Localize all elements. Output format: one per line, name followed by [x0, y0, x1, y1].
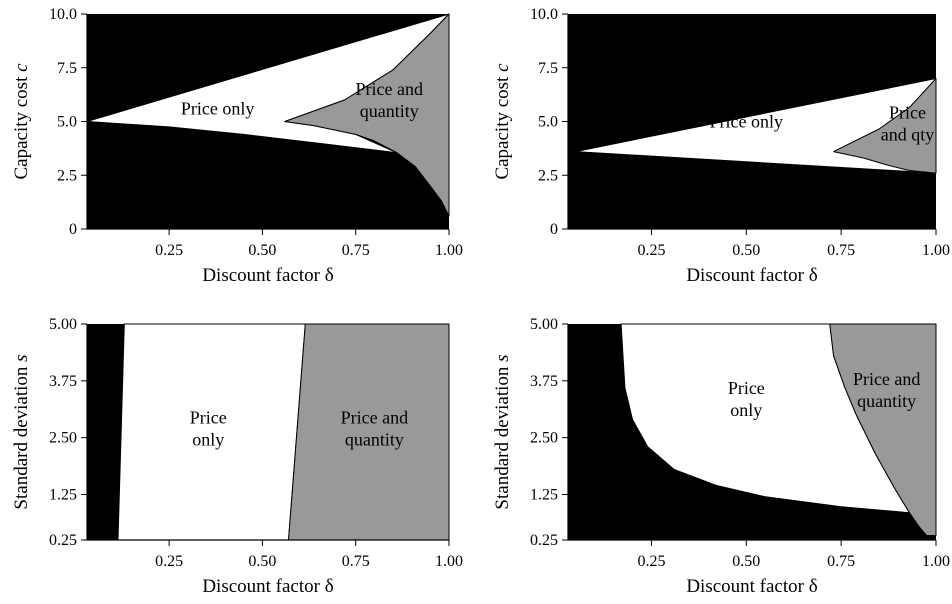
- x-tick-label: 0.50: [248, 242, 276, 259]
- y-axis-label: Standard deviation s: [11, 354, 32, 509]
- x-tick-label: 0.50: [732, 242, 760, 259]
- x-tick-label: 0.25: [155, 553, 183, 570]
- x-axis-label: Discount factor δ: [686, 576, 817, 597]
- y-tick-label: 5.00: [49, 316, 77, 333]
- x-tick-label: 0.25: [155, 242, 183, 259]
- x-tick-label: 1.00: [922, 242, 950, 259]
- region-label: and qty: [881, 125, 935, 145]
- x-tick-label: 0.25: [637, 553, 665, 570]
- region-label: quantity: [360, 101, 419, 121]
- y-tick-label: 7.5: [538, 60, 558, 77]
- y-axis-label-text: Capacity cost: [492, 72, 513, 180]
- region-price-and-quantity: [284, 13, 450, 217]
- region-label: Price only: [710, 112, 784, 132]
- region-label: only: [730, 400, 762, 420]
- x-tick-label: 0.25: [637, 242, 665, 259]
- y-tick-label: 1.25: [530, 487, 558, 504]
- y-tick-label: 2.5: [538, 167, 558, 184]
- region-price-and-quantity: [829, 323, 937, 536]
- region-label: Price: [889, 103, 926, 123]
- y-axis-label-variable: c: [11, 63, 32, 72]
- x-tick-label: 0.75: [342, 242, 370, 259]
- y-tick-label: 3.75: [49, 373, 77, 390]
- region-label: Price only: [181, 99, 255, 119]
- y-axis-label: Capacity cost c: [11, 63, 32, 180]
- x-axis-label: Discount factor δ: [202, 576, 333, 597]
- y-axis-label-variable: c: [492, 63, 513, 72]
- x-tick-label: 0.75: [827, 242, 855, 259]
- y-tick-label: 0: [69, 221, 77, 238]
- x-tick-label: 0.75: [827, 553, 855, 570]
- region-label: quantity: [345, 430, 404, 450]
- y-tick-label: 0.25: [530, 532, 558, 549]
- y-tick-label: 2.5: [57, 167, 77, 184]
- y-tick-label: 0: [550, 221, 558, 238]
- region-label: quantity: [857, 391, 916, 411]
- y-axis-label: Standard deviation s: [492, 354, 513, 509]
- x-tick-label: 1.00: [435, 553, 463, 570]
- y-tick-label: 5.0: [538, 114, 558, 131]
- y-axis-label-text: Capacity cost: [11, 72, 32, 180]
- y-tick-label: 10.0: [49, 6, 77, 23]
- y-axis-label-variable: s: [492, 354, 513, 361]
- y-tick-label: 2.50: [530, 430, 558, 447]
- region-label: Price and: [356, 79, 423, 99]
- region-label: Price and: [341, 408, 408, 428]
- region-price-and-qty: [833, 78, 937, 174]
- x-tick-label: 1.00: [435, 242, 463, 259]
- y-tick-label: 5.00: [530, 316, 558, 333]
- region-label: only: [192, 430, 224, 450]
- y-tick-label: 3.75: [530, 373, 558, 390]
- y-tick-label: 7.5: [57, 60, 77, 77]
- x-axis-label: Discount factor δ: [202, 265, 333, 286]
- y-axis-label-text: Standard deviation: [492, 362, 513, 510]
- y-tick-label: 2.50: [49, 430, 77, 447]
- y-axis-label-variable: s: [11, 354, 32, 361]
- y-tick-label: 0.25: [49, 532, 77, 549]
- region-label: Price: [190, 408, 227, 428]
- x-tick-label: 1.00: [922, 553, 950, 570]
- x-tick-label: 0.50: [732, 553, 760, 570]
- y-axis-label: Capacity cost c: [492, 63, 513, 180]
- y-tick-label: 1.25: [49, 487, 77, 504]
- region-label: Price and: [853, 369, 920, 389]
- x-tick-label: 0.75: [342, 553, 370, 570]
- y-tick-label: 10.0: [530, 6, 558, 23]
- y-tick-label: 5.0: [57, 114, 77, 131]
- region-label: Price: [728, 378, 765, 398]
- x-axis-label: Discount factor δ: [686, 265, 817, 286]
- x-tick-label: 0.50: [248, 553, 276, 570]
- y-axis-label-text: Standard deviation: [11, 362, 32, 510]
